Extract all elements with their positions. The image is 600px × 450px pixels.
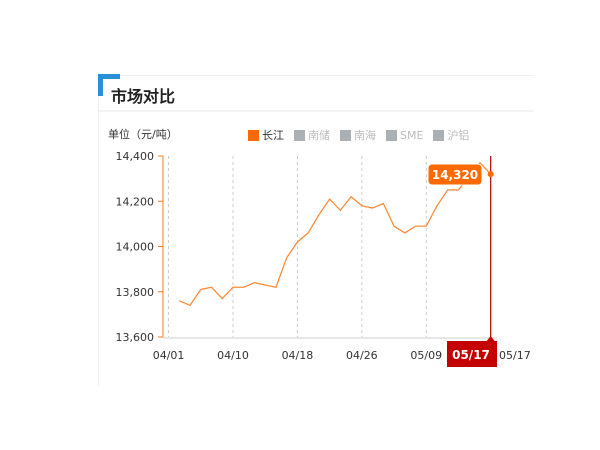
series-line	[179, 161, 492, 307]
x-tick-label: 04/26	[346, 349, 378, 362]
y-tick-label: 14,400	[116, 150, 155, 163]
legend-swatch	[386, 129, 397, 141]
y-tick-label: 14,200	[116, 195, 155, 208]
legend-label: 沪铝	[447, 129, 470, 142]
crosshair-date-label: 05/17	[452, 348, 490, 362]
x-tick-label: 04/18	[282, 349, 314, 362]
page-title: 市场对比	[111, 87, 176, 106]
legend-swatch	[294, 129, 305, 141]
tooltip-value: 14,320	[432, 168, 478, 182]
title-accent-vertical	[98, 74, 103, 96]
tooltip-box	[427, 163, 483, 186]
x-tick-label: 05/17	[499, 349, 531, 362]
legend-item-sme[interactable]: SME	[386, 127, 423, 143]
x-tick-label: 05/09	[410, 349, 442, 362]
crosshair-date-box	[447, 341, 497, 367]
legend-swatch	[433, 129, 445, 141]
legend-item-shanghai-aluminum[interactable]: 沪铝	[433, 127, 469, 143]
legend-swatch	[340, 129, 351, 141]
legend-label: 南海	[354, 129, 376, 142]
legend-item-nanhai[interactable]: 南海	[340, 127, 376, 143]
x-tick-label: 04/10	[217, 349, 249, 362]
y-tick-label: 14,000	[116, 241, 155, 254]
title-accent	[98, 74, 120, 79]
y-tick-label: 13,800	[116, 286, 155, 299]
unit-label: 单位（元/吨）	[108, 128, 178, 141]
highlight-point	[487, 171, 494, 178]
divider	[99, 110, 533, 112]
x-tick-label: 04/01	[153, 349, 185, 362]
market-comparison-card	[98, 75, 534, 386]
crosshair-date-pointer	[486, 336, 495, 341]
legend-swatch	[248, 129, 259, 141]
legend-item-changjiang[interactable]: 长江	[248, 127, 284, 143]
legend-label: 南储	[308, 129, 330, 142]
legend-label: SME	[400, 128, 424, 142]
legend-item-nanchu[interactable]: 南储	[294, 127, 330, 143]
y-tick-label: 13,600	[116, 331, 155, 344]
legend: 长江 南储 南海 SME 沪铝	[248, 127, 469, 143]
legend-label: 长江	[262, 129, 284, 142]
